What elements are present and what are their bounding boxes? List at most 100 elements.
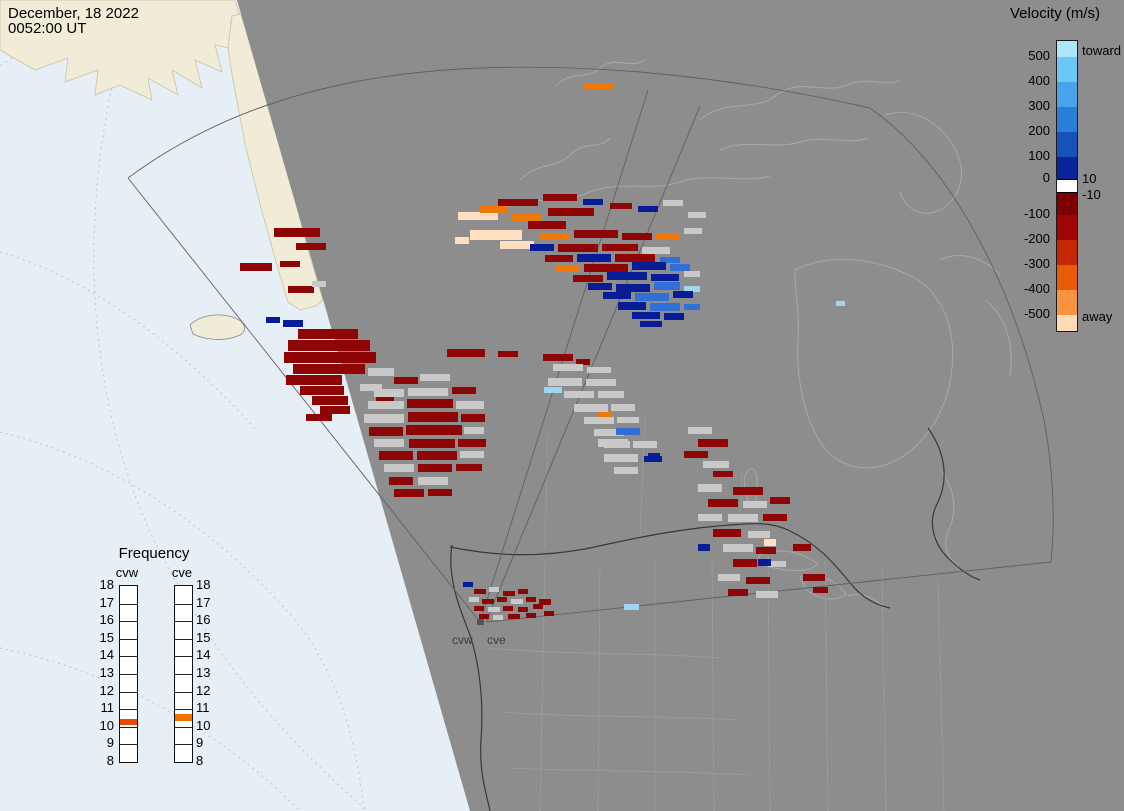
velocity-cell — [633, 441, 657, 448]
velocity-cell — [624, 604, 639, 610]
frequency-tick-label: 14 — [99, 647, 114, 663]
velocity-cell — [417, 451, 457, 460]
velocity-cell — [635, 293, 669, 301]
velocity-colorbar-segment — [1057, 179, 1077, 193]
velocity-cell — [464, 427, 484, 434]
velocity-cell — [574, 230, 618, 238]
radar-labels-layer: cvw cve — [452, 633, 506, 647]
velocity-cell — [611, 404, 635, 411]
velocity-cell — [488, 607, 500, 612]
velocity-cell — [573, 275, 603, 282]
velocity-cell — [684, 451, 708, 458]
velocity-cell — [460, 451, 484, 458]
velocity-cell — [511, 599, 523, 604]
frequency-scale-segment — [175, 726, 192, 745]
velocity-cell — [763, 514, 787, 521]
velocity-cell — [469, 597, 479, 602]
velocity-scale-label: -500 — [1023, 306, 1050, 321]
frequency-tick-label: 8 — [196, 753, 204, 768]
frequency-scale-segment — [175, 691, 192, 710]
radar-name-label: cvw — [452, 633, 473, 647]
velocity-cell — [654, 282, 680, 290]
velocity-cell — [594, 429, 624, 436]
velocity-cell — [607, 272, 647, 280]
velocity-cell — [756, 591, 778, 598]
velocity-cell — [533, 604, 543, 609]
velocity-cell — [540, 233, 570, 240]
velocity-colorbar-segment — [1057, 193, 1077, 215]
velocity-cell — [364, 414, 404, 423]
velocity-scale-label-right: 10 — [1082, 171, 1097, 186]
velocity-colorbar-segment — [1057, 240, 1077, 265]
velocity-cell — [474, 589, 486, 594]
velocity-cell — [673, 291, 693, 298]
date-text: December, 18 2022 — [8, 5, 139, 22]
velocity-cell — [544, 387, 562, 393]
velocity-cell — [603, 292, 631, 299]
frequency-tick-label: 18 — [196, 577, 211, 592]
frequency-marker-cvw — [120, 718, 137, 725]
velocity-cell — [503, 591, 515, 596]
velocity-cell — [508, 614, 520, 619]
velocity-cell — [479, 614, 489, 619]
velocity-colorbar-segment — [1057, 290, 1077, 315]
velocity-cell — [283, 320, 303, 327]
velocity-cell — [684, 286, 700, 292]
velocity-cell — [577, 254, 611, 262]
velocity-cell — [474, 606, 484, 611]
frequency-tick-label: 12 — [196, 682, 211, 698]
velocity-cell — [576, 359, 590, 365]
frequency-scale-segment — [175, 744, 192, 762]
frequency-tick-label: 15 — [99, 629, 114, 645]
velocity-cell — [756, 547, 776, 554]
velocity-cells-layer — [240, 84, 845, 620]
frequency-scale-segment — [120, 586, 137, 604]
velocity-colorbar-segment — [1057, 57, 1077, 82]
velocity-cell — [528, 221, 566, 229]
frequency-marker-cve — [175, 714, 192, 722]
velocity-colorbar-segment — [1057, 215, 1077, 240]
frequency-tick-label: 8 — [106, 753, 114, 768]
frequency-legend-title: Frequency — [118, 545, 190, 562]
velocity-cell — [598, 391, 624, 398]
velocity-cell — [288, 340, 370, 351]
velocity-cell — [632, 312, 660, 319]
velocity-cell — [836, 301, 845, 306]
velocity-cell — [409, 439, 455, 448]
velocity-cell — [584, 264, 628, 272]
velocity-scale-label: 500 — [1028, 48, 1050, 63]
velocity-legend-title: Velocity (m/s) — [1010, 5, 1101, 22]
frequency-scale-segment — [120, 744, 137, 762]
frequency-scale-segment — [175, 621, 192, 639]
velocity-cell — [266, 317, 280, 323]
frequency-column-header: cvw — [115, 565, 139, 580]
velocity-cell — [708, 499, 738, 507]
velocity-cell — [638, 206, 658, 212]
velocity-scale-label: 200 — [1028, 123, 1050, 138]
velocity-cell — [642, 247, 670, 254]
velocity-cell — [703, 461, 729, 468]
frequency-tick-label: 9 — [196, 735, 204, 751]
velocity-cell — [698, 514, 722, 521]
velocity-cell — [368, 401, 404, 409]
radar-site-marker — [477, 619, 484, 625]
velocity-cell — [545, 255, 573, 262]
time-text: 0052:00 UT — [8, 20, 87, 37]
velocity-cell — [583, 84, 613, 90]
frequency-scale-bar-cve — [174, 585, 193, 763]
velocity-cell — [374, 389, 404, 397]
coastlines — [499, 59, 1012, 610]
velocity-cell — [526, 597, 536, 602]
velocity-cell — [684, 228, 702, 234]
velocity-cell — [614, 467, 638, 474]
velocity-cell — [452, 387, 476, 394]
velocity-cell — [394, 377, 418, 384]
velocity-cell — [240, 263, 272, 271]
frequency-scale-segment — [120, 603, 137, 622]
velocity-colorbar-segment — [1057, 315, 1077, 331]
velocity-cell — [369, 427, 403, 436]
velocity-cell — [688, 212, 706, 218]
frequency-scale-segment — [120, 673, 137, 692]
velocity-cell — [660, 257, 680, 263]
velocity-cell — [458, 212, 498, 220]
